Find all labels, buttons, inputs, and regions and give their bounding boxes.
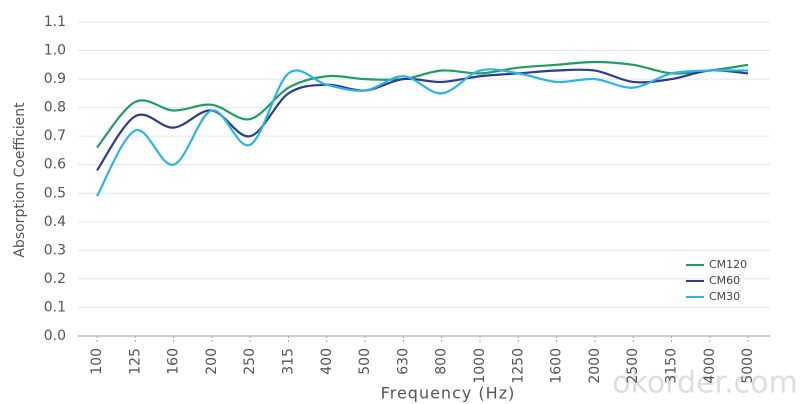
x-tick-label: 250	[242, 348, 258, 375]
y-tick-label: 0.4	[44, 214, 66, 230]
x-tick-label: 1250	[510, 348, 526, 384]
x-tick-label: 630	[395, 348, 411, 375]
legend-label: CM30	[709, 290, 740, 303]
legend-label: CM120	[709, 258, 747, 271]
x-tick-label: 315	[281, 348, 297, 375]
y-tick-label: 0.8	[44, 100, 66, 116]
y-tick-label: 1.1	[44, 14, 66, 30]
legend-label: CM60	[709, 274, 740, 287]
x-tick-label: 5000	[740, 348, 756, 384]
x-tick-label: 160	[166, 348, 182, 375]
x-tick-label: 100	[89, 348, 105, 375]
y-tick-label: 0.9	[44, 71, 66, 87]
y-tick-label: 0.7	[44, 128, 66, 144]
series-line	[96, 60, 749, 149]
series-line	[96, 68, 749, 172]
x-tick-label: 2500	[625, 348, 641, 384]
y-tick-label: 0.3	[44, 242, 66, 258]
series-line	[96, 68, 749, 197]
x-tick-label: 1000	[472, 348, 488, 384]
y-tick-label: 1.0	[44, 43, 66, 59]
y-tick-label: 0.5	[44, 185, 66, 201]
x-tick-label: 800	[434, 348, 450, 375]
x-tick-label: 500	[357, 348, 373, 375]
x-tick-label: 1600	[549, 348, 565, 384]
y-tick-label: 0.0	[44, 328, 66, 344]
x-tick-label: 2000	[587, 348, 603, 384]
x-axis-label: Frequency (Hz)	[381, 384, 516, 403]
x-tick-label: 4000	[702, 348, 718, 384]
y-tick-label: 0.1	[44, 299, 66, 315]
y-tick-label: 0.2	[44, 271, 66, 287]
watermark: okorder.com	[612, 366, 798, 401]
x-tick-label: 200	[204, 348, 220, 375]
x-tick-label: 125	[127, 348, 143, 375]
y-tick-label: 0.6	[44, 157, 66, 173]
x-tick-label: 400	[319, 348, 335, 375]
y-axis-label: Absorption Coefficient	[12, 102, 28, 258]
x-tick-label: 3150	[664, 348, 680, 384]
